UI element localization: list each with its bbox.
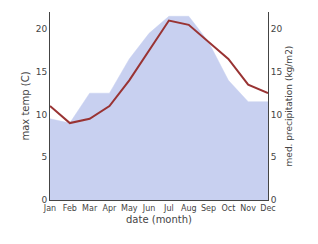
- svg-text:10: 10: [36, 110, 48, 120]
- svg-text:Nov: Nov: [240, 204, 256, 213]
- svg-text:med. precipitation (kg/m2): med. precipitation (kg/m2): [284, 46, 294, 167]
- svg-text:Mar: Mar: [82, 204, 98, 213]
- svg-text:max temp (C): max temp (C): [20, 71, 31, 140]
- svg-text:Apr: Apr: [103, 204, 118, 213]
- svg-text:May: May: [121, 204, 138, 213]
- svg-text:5: 5: [271, 152, 277, 162]
- svg-text:0: 0: [41, 195, 47, 205]
- svg-text:Sep: Sep: [201, 204, 216, 213]
- svg-text:Dec: Dec: [260, 204, 275, 213]
- svg-text:Jul: Jul: [163, 204, 174, 213]
- svg-text:Aug: Aug: [181, 204, 197, 213]
- svg-text:Jun: Jun: [142, 204, 156, 213]
- svg-text:Jan: Jan: [43, 204, 56, 213]
- svg-text:Oct: Oct: [221, 204, 235, 213]
- svg-text:Feb: Feb: [63, 204, 77, 213]
- svg-text:0: 0: [271, 195, 277, 205]
- svg-text:10: 10: [271, 110, 283, 120]
- svg-text:20: 20: [271, 24, 283, 34]
- svg-text:15: 15: [36, 67, 47, 77]
- svg-text:5: 5: [41, 152, 47, 162]
- svg-text:20: 20: [36, 24, 48, 34]
- svg-text:15: 15: [271, 67, 282, 77]
- svg-text:date (month): date (month): [126, 214, 192, 225]
